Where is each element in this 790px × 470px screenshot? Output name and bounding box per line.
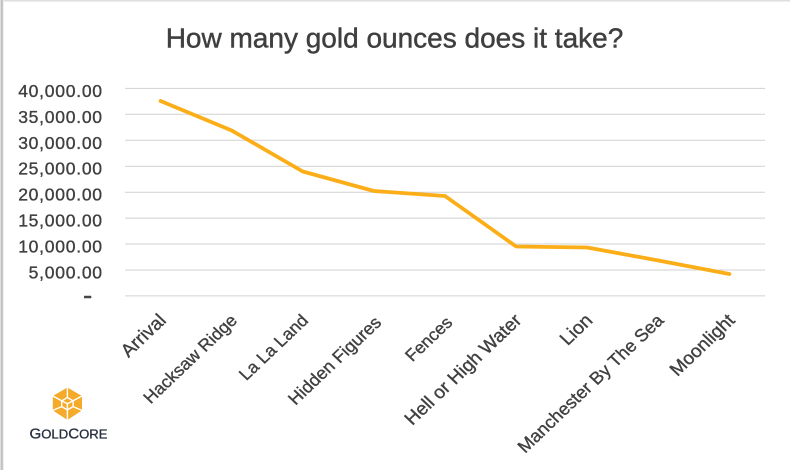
svg-text:5,000.00: 5,000.00 — [29, 263, 103, 283]
svg-text:15,000.00: 15,000.00 — [18, 211, 103, 231]
svg-text:35,000.00: 35,000.00 — [18, 107, 103, 127]
svg-text:Manchester By The Sea: Manchester By The Sea — [514, 310, 668, 456]
svg-text:40,000.00: 40,000.00 — [18, 81, 103, 101]
svg-text:GOLDCORE: GOLDCORE — [30, 425, 108, 442]
svg-text:How many gold ounces does it t: How many gold ounces does it take? — [166, 23, 624, 54]
svg-text:Moonlight: Moonlight — [665, 309, 739, 379]
svg-text:20,000.00: 20,000.00 — [18, 185, 103, 205]
svg-text:La La Land: La La Land — [235, 310, 313, 384]
svg-text:10,000.00: 10,000.00 — [18, 237, 103, 257]
svg-text:Lion: Lion — [556, 310, 597, 349]
svg-text:25,000.00: 25,000.00 — [18, 159, 103, 179]
svg-text:Fences: Fences — [401, 312, 457, 365]
svg-text:Hell or High Water: Hell or High Water — [400, 310, 526, 429]
svg-text:Arrival: Arrival — [116, 310, 170, 361]
svg-text:30,000.00: 30,000.00 — [18, 133, 103, 153]
